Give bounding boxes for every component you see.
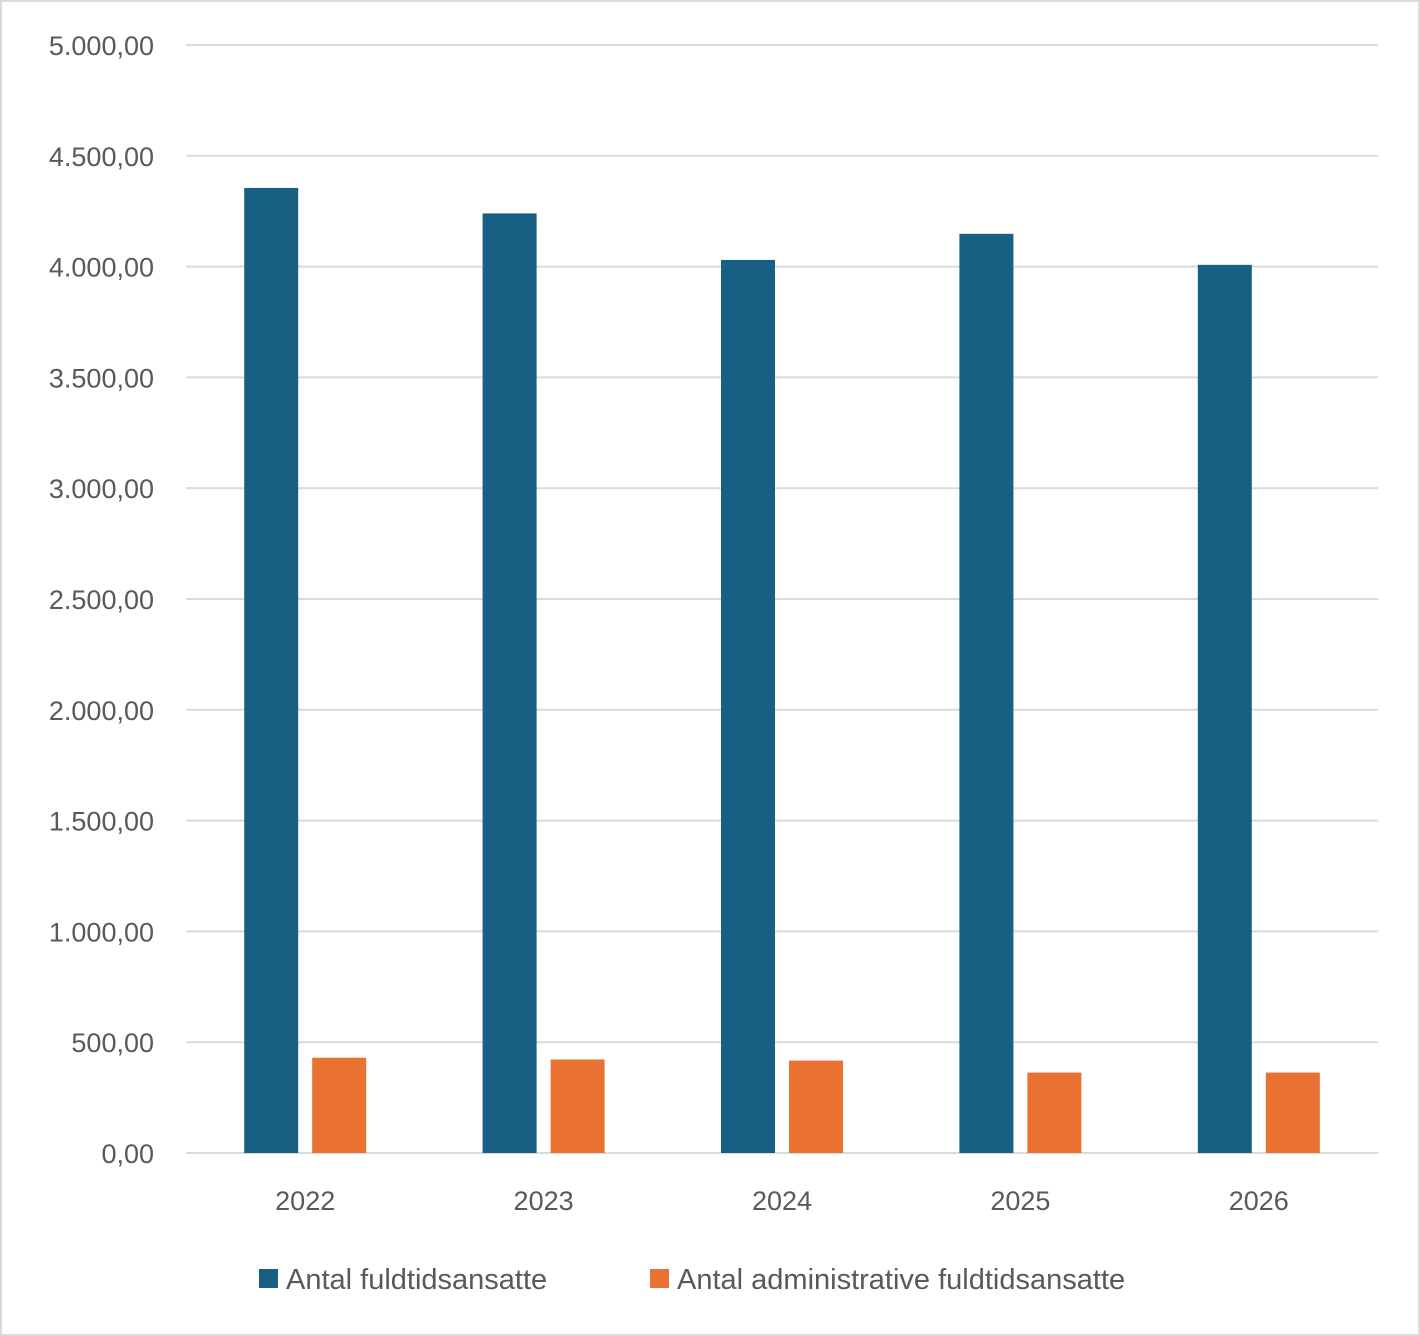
y-tick-label: 5.000,00	[49, 31, 154, 61]
grid-layer	[186, 44, 1378, 1154]
bar-2023-series-2	[550, 1059, 605, 1153]
y-tick-label: 3.000,00	[49, 474, 154, 504]
y-tick-label: 1.500,00	[49, 807, 154, 837]
legend: Antal fuldtidsansatte Antal administrativ…	[259, 1264, 1125, 1296]
x-tick-label: 2025	[990, 1186, 1050, 1216]
bar-2022-series-2	[312, 1057, 367, 1153]
legend-label: Antal administrative fuldtidsansatte	[677, 1264, 1125, 1296]
y-tick-label: 3.500,00	[49, 363, 154, 393]
bar-2025-series-2	[1027, 1072, 1082, 1153]
legend-swatch	[650, 1269, 669, 1288]
y-tick-label: 4.000,00	[49, 253, 154, 283]
legend-label: Antal fuldtidsansatte	[286, 1264, 547, 1296]
y-tick-label: 0,00	[101, 1139, 154, 1169]
x-axis-ticks: 2022 2023 2024 2025 2026	[275, 1186, 1289, 1216]
bar-2024-series-1	[721, 259, 775, 1153]
x-tick-label: 2026	[1229, 1186, 1289, 1216]
bar-2022-series-1	[244, 187, 299, 1153]
y-tick-label: 1.000,00	[49, 917, 154, 947]
bar-2023-series-1	[482, 213, 537, 1153]
y-tick-label: 2.000,00	[49, 696, 154, 726]
bars	[244, 187, 1320, 1153]
y-tick-label: 4.500,00	[49, 142, 154, 172]
y-axis-ticks: 0,00 500,00 1.000,00 1.500,00 2.000,00 2.500,…	[49, 31, 154, 1169]
x-tick-label: 2024	[752, 1186, 812, 1216]
y-tick-label: 500,00	[71, 1028, 154, 1058]
x-tick-label: 2022	[275, 1186, 335, 1216]
bar-2026-series-2	[1265, 1072, 1320, 1153]
x-tick-label: 2023	[514, 1186, 574, 1216]
y-tick-label: 2.500,00	[49, 585, 154, 615]
bar-2025-series-1	[959, 233, 1014, 1153]
bar-2024-series-2	[789, 1060, 843, 1153]
bar-2026-series-1	[1197, 264, 1252, 1153]
legend-swatch	[259, 1269, 278, 1288]
